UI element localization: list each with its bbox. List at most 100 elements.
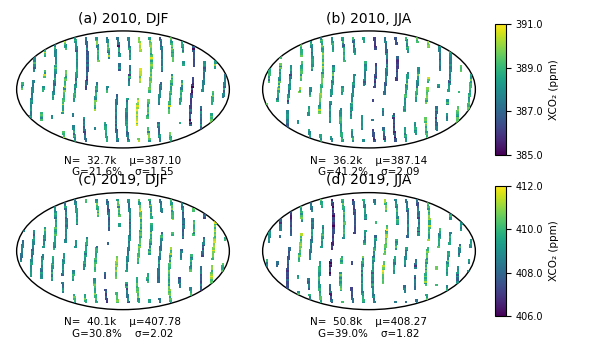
Point <box>368 279 377 284</box>
Point <box>325 105 335 110</box>
Point <box>29 56 39 62</box>
Point <box>316 93 325 98</box>
Point <box>318 67 328 72</box>
Point <box>209 249 218 255</box>
Point <box>413 232 423 237</box>
Point <box>368 284 377 289</box>
Point <box>414 223 424 229</box>
Point <box>27 255 37 260</box>
Point <box>391 39 401 45</box>
Point <box>425 225 434 230</box>
Point <box>164 270 174 276</box>
Point <box>391 197 400 203</box>
Point <box>349 75 359 81</box>
Point <box>413 209 423 215</box>
Point <box>72 213 82 218</box>
Point <box>134 138 144 143</box>
Point <box>122 103 131 109</box>
Point <box>421 115 430 121</box>
Point <box>155 88 165 93</box>
Point <box>369 256 379 262</box>
Point <box>69 98 79 104</box>
Point <box>370 36 379 41</box>
Point <box>275 62 285 67</box>
Point <box>402 79 412 84</box>
Point <box>424 209 434 215</box>
Point <box>318 234 328 239</box>
Point <box>421 267 431 272</box>
Point <box>26 100 36 105</box>
Point <box>29 60 39 65</box>
Point <box>188 79 198 84</box>
Point <box>111 105 121 110</box>
Point <box>125 220 135 225</box>
Point <box>90 286 100 291</box>
Point <box>283 282 292 288</box>
Point <box>146 240 155 246</box>
Point <box>401 299 411 305</box>
Point <box>379 131 389 136</box>
Point <box>47 277 57 282</box>
Point <box>442 117 452 122</box>
Point <box>422 255 431 260</box>
Point <box>348 89 358 95</box>
Point <box>349 82 358 88</box>
Point <box>286 209 296 215</box>
Point <box>391 242 401 248</box>
Point <box>308 223 317 229</box>
Point <box>360 74 370 79</box>
Point <box>275 234 285 239</box>
Point <box>403 228 413 234</box>
Point <box>403 220 413 225</box>
Point <box>37 268 46 274</box>
Point <box>29 68 39 74</box>
Point <box>189 222 199 227</box>
Point <box>337 134 347 140</box>
Point <box>274 80 284 86</box>
Point <box>410 273 420 279</box>
Point <box>218 267 227 272</box>
Point <box>186 287 196 293</box>
Point <box>71 74 81 79</box>
Point <box>145 201 155 206</box>
Point <box>264 239 274 244</box>
Point <box>207 115 217 121</box>
Point <box>146 227 156 232</box>
Point <box>29 55 39 60</box>
Point <box>82 82 91 88</box>
Point <box>466 74 476 79</box>
Point <box>262 260 272 265</box>
Point <box>401 197 411 203</box>
Point <box>358 255 368 260</box>
Point <box>175 277 184 282</box>
Point <box>111 108 121 114</box>
Point <box>125 225 135 230</box>
Point <box>306 247 316 253</box>
Point <box>122 131 132 136</box>
Point <box>210 232 220 237</box>
Point <box>26 270 35 276</box>
Point <box>211 63 220 69</box>
Point <box>196 117 206 122</box>
Point <box>369 251 379 257</box>
Point <box>382 67 391 72</box>
Point <box>305 134 315 140</box>
Point <box>370 246 379 251</box>
Point <box>179 60 188 65</box>
Point <box>392 62 402 67</box>
Point <box>307 234 317 239</box>
Point <box>72 67 82 72</box>
Point <box>336 273 346 279</box>
Point <box>124 204 134 210</box>
Point <box>304 107 314 112</box>
Point <box>37 114 46 119</box>
Point <box>308 55 317 60</box>
Point <box>167 74 177 79</box>
Point <box>391 246 401 251</box>
Point <box>392 240 401 246</box>
Point <box>325 284 335 289</box>
Point <box>445 77 455 83</box>
Point <box>113 138 122 143</box>
Point <box>51 53 61 58</box>
Point <box>425 223 434 229</box>
